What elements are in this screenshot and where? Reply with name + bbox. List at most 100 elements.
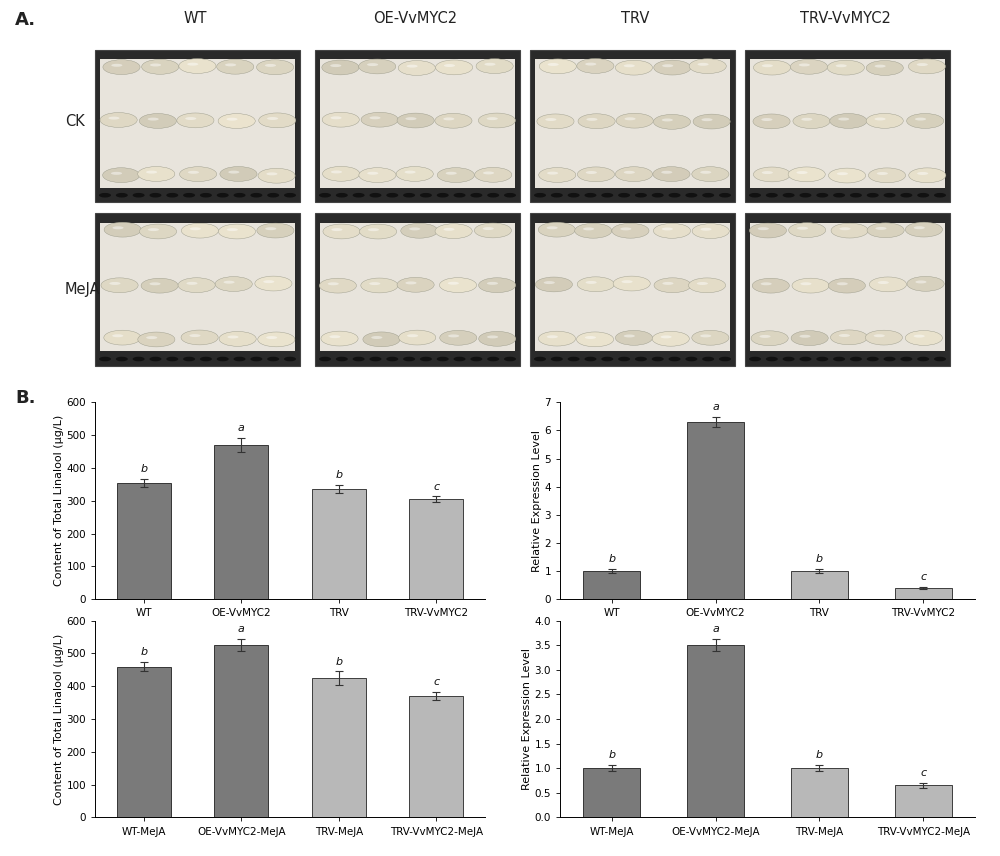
Bar [312, 678, 366, 817]
Circle shape [568, 193, 580, 198]
Ellipse shape [535, 277, 572, 292]
Circle shape [900, 357, 912, 361]
Ellipse shape [321, 331, 358, 346]
Y-axis label: Content of Total Linalool (μg/L): Content of Total Linalool (μg/L) [54, 415, 64, 586]
Ellipse shape [538, 223, 575, 237]
Ellipse shape [103, 168, 140, 182]
Ellipse shape [436, 60, 473, 74]
Circle shape [749, 193, 761, 198]
Ellipse shape [790, 59, 828, 74]
Ellipse shape [653, 115, 691, 129]
Bar [312, 490, 366, 599]
Ellipse shape [371, 336, 382, 339]
FancyBboxPatch shape [745, 50, 950, 202]
Ellipse shape [265, 64, 276, 67]
Circle shape [618, 357, 630, 361]
Ellipse shape [476, 59, 513, 74]
Ellipse shape [399, 330, 436, 345]
Bar [117, 667, 171, 817]
Y-axis label: Relative Expression Level: Relative Expression Level [532, 430, 542, 572]
Ellipse shape [323, 224, 360, 239]
Circle shape [403, 357, 415, 361]
Ellipse shape [331, 170, 342, 174]
Text: c: c [920, 572, 926, 581]
Ellipse shape [368, 229, 379, 231]
Circle shape [284, 193, 296, 198]
Circle shape [917, 357, 929, 361]
Circle shape [284, 357, 296, 361]
Ellipse shape [439, 277, 477, 293]
Ellipse shape [789, 223, 826, 237]
Ellipse shape [585, 62, 596, 66]
Ellipse shape [142, 59, 179, 74]
Ellipse shape [700, 171, 711, 174]
Circle shape [183, 357, 195, 361]
Ellipse shape [479, 278, 516, 293]
Ellipse shape [405, 282, 417, 284]
Ellipse shape [799, 63, 810, 67]
Ellipse shape [652, 331, 689, 346]
Ellipse shape [440, 330, 477, 345]
Ellipse shape [907, 276, 944, 291]
Ellipse shape [363, 332, 400, 347]
Ellipse shape [654, 60, 691, 75]
Ellipse shape [697, 282, 708, 285]
Text: b: b [140, 646, 147, 657]
Ellipse shape [141, 278, 178, 293]
Ellipse shape [917, 63, 928, 66]
Ellipse shape [331, 116, 342, 119]
Ellipse shape [577, 276, 614, 292]
Ellipse shape [149, 282, 161, 285]
Ellipse shape [475, 168, 512, 182]
Ellipse shape [838, 117, 849, 121]
Circle shape [601, 193, 613, 198]
Circle shape [386, 357, 398, 361]
Ellipse shape [866, 61, 903, 75]
Ellipse shape [661, 336, 672, 338]
Circle shape [99, 193, 111, 198]
Ellipse shape [615, 60, 652, 75]
Circle shape [934, 193, 946, 198]
Text: a: a [238, 424, 245, 433]
Text: B.: B. [15, 389, 36, 407]
Circle shape [702, 193, 714, 198]
Ellipse shape [839, 227, 851, 230]
Ellipse shape [100, 112, 137, 128]
Ellipse shape [539, 168, 576, 182]
Ellipse shape [662, 282, 674, 285]
Ellipse shape [878, 281, 889, 284]
Circle shape [833, 193, 845, 198]
Ellipse shape [266, 336, 277, 339]
Ellipse shape [188, 171, 199, 174]
Ellipse shape [369, 116, 381, 119]
Ellipse shape [577, 167, 615, 181]
Ellipse shape [866, 113, 903, 128]
Ellipse shape [266, 172, 277, 175]
Circle shape [420, 357, 432, 361]
Ellipse shape [484, 62, 496, 66]
Bar [583, 571, 640, 599]
Ellipse shape [692, 330, 729, 345]
Circle shape [217, 193, 229, 198]
Ellipse shape [583, 228, 594, 230]
Text: a: a [712, 624, 719, 634]
Ellipse shape [111, 64, 122, 67]
Ellipse shape [487, 117, 498, 120]
Ellipse shape [908, 59, 945, 74]
Ellipse shape [830, 114, 867, 128]
Circle shape [116, 193, 128, 198]
Bar [687, 422, 744, 599]
Ellipse shape [799, 335, 811, 338]
Ellipse shape [437, 168, 474, 182]
Ellipse shape [112, 334, 123, 337]
Ellipse shape [227, 229, 238, 231]
Circle shape [149, 193, 161, 198]
Ellipse shape [788, 167, 825, 181]
Ellipse shape [187, 62, 198, 66]
Ellipse shape [215, 276, 252, 292]
Circle shape [166, 357, 178, 361]
Circle shape [437, 193, 449, 198]
Ellipse shape [255, 276, 292, 291]
Circle shape [504, 193, 516, 198]
Ellipse shape [112, 226, 124, 229]
